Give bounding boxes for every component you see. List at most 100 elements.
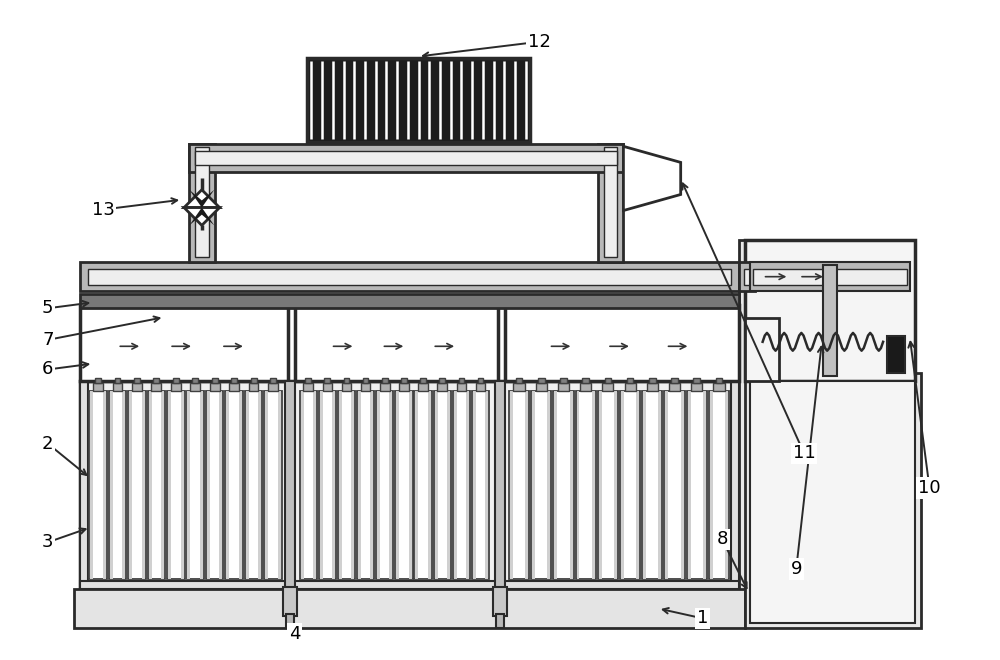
Bar [476,383,485,391]
Bar [344,378,349,383]
Bar [88,269,731,284]
Text: 12: 12 [528,33,551,51]
Bar [389,391,392,579]
Bar [693,378,700,383]
Bar [129,391,132,579]
Bar [307,59,530,143]
Bar [358,391,361,579]
Bar [605,378,611,383]
Bar [80,294,739,308]
Bar [604,147,617,257]
Bar [582,378,589,383]
Bar [753,269,907,284]
Bar [110,391,113,579]
Bar [664,391,685,579]
Polygon shape [184,207,220,225]
Bar [93,383,103,391]
Text: 5: 5 [42,299,54,317]
Bar [496,614,504,628]
Bar [472,391,489,579]
Text: 1: 1 [697,609,708,627]
Bar [195,151,617,165]
Bar [181,391,184,579]
Bar [268,383,278,391]
Text: 6: 6 [42,360,53,378]
Bar [342,383,351,391]
Bar [189,145,215,262]
Bar [493,587,507,616]
Bar [750,262,910,292]
Text: 4: 4 [289,625,300,643]
Bar [210,383,220,391]
Bar [190,383,200,391]
Bar [167,391,185,579]
Bar [510,391,513,579]
Bar [553,391,574,579]
Bar [270,378,276,383]
Bar [716,378,722,383]
Bar [395,391,413,579]
Bar [418,383,428,391]
Bar [531,391,551,579]
Bar [80,306,288,381]
Bar [313,391,316,579]
Bar [538,378,545,383]
Bar [264,391,282,579]
Bar [370,391,373,579]
Bar [428,391,431,579]
Bar [351,391,354,579]
Bar [466,391,469,579]
Bar [745,240,915,381]
Bar [187,391,190,579]
Bar [295,306,498,381]
Bar [625,383,636,391]
Bar [495,381,505,589]
Bar [357,391,374,579]
Bar [887,336,905,374]
Bar [265,391,268,579]
Bar [245,391,262,579]
Bar [324,378,330,383]
Polygon shape [623,147,681,211]
Bar [558,383,569,391]
Bar [643,391,646,579]
Bar [246,391,249,579]
Bar [207,391,210,579]
Bar [439,378,445,383]
Bar [278,391,281,579]
Bar [536,383,547,391]
Bar [148,391,165,579]
Bar [95,378,101,383]
Bar [399,383,409,391]
Bar [516,378,522,383]
Bar [745,374,921,628]
Bar [396,391,399,579]
Bar [485,391,488,579]
Bar [122,391,125,579]
Bar [173,378,179,383]
Bar [187,391,204,579]
Bar [513,383,525,391]
Bar [459,378,464,383]
Bar [636,391,639,579]
Bar [570,391,573,579]
Bar [142,391,145,579]
Bar [681,391,684,579]
Bar [339,391,342,579]
Text: 11: 11 [793,444,815,463]
Bar [713,383,725,391]
Bar [745,318,779,381]
Bar [382,378,388,383]
Bar [658,391,661,579]
Bar [592,391,595,579]
Text: 7: 7 [42,331,54,349]
Bar [739,262,755,292]
Bar [231,378,237,383]
Text: 13: 13 [92,201,115,218]
Bar [744,269,758,284]
Text: 3: 3 [42,533,54,551]
Bar [669,383,680,391]
Bar [192,378,198,383]
Bar [401,378,407,383]
Bar [195,147,209,257]
